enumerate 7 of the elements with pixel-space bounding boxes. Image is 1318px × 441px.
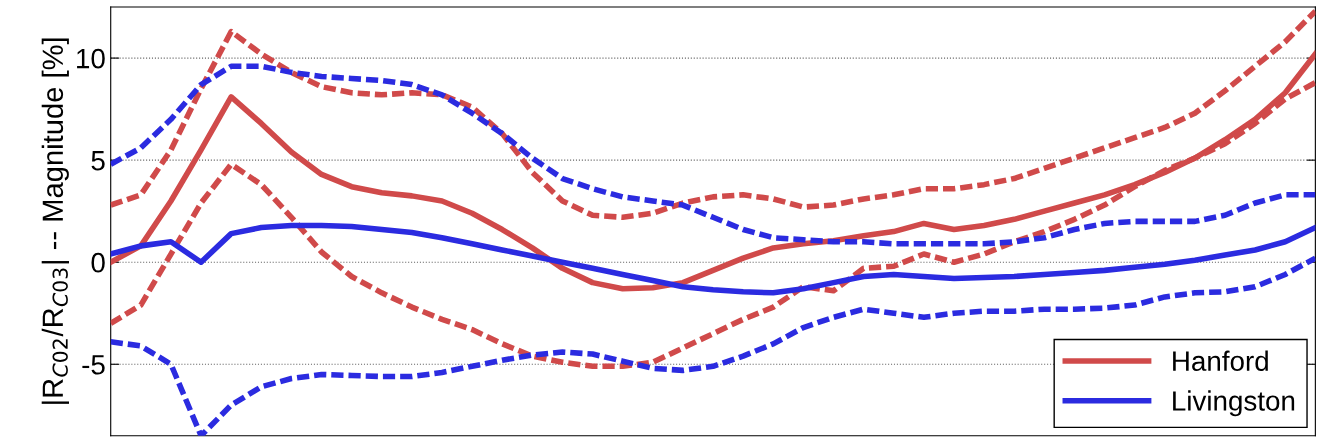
y-tick-label: 5 [91,151,105,171]
legend-label: Livingston [1173,390,1295,417]
y-tick-label: 0 [91,252,105,273]
y-tick-label: -5 [82,355,105,375]
y-tick-label: 10 [77,48,105,69]
legend-label: Hanford [1173,350,1268,371]
y-axis-title: |R$_{C02}$/R$_{C03}$| -- Magnitude [%] [41,38,70,404]
